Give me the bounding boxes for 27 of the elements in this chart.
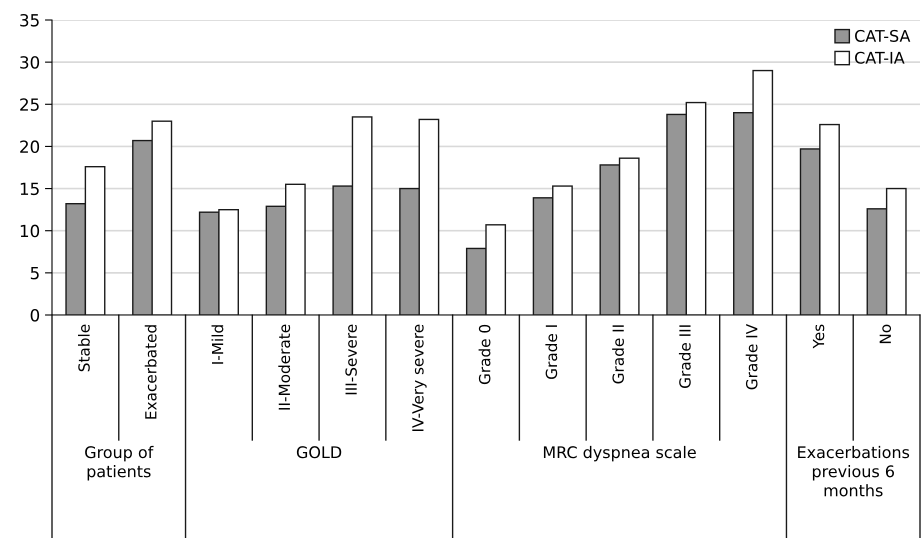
x-tick-label: Grade I [545,325,558,379]
y-tick-label: 15 [20,182,39,196]
text: MRC dyspnea scale [544,446,696,462]
x-tick-label: Exacerbated [144,325,157,419]
y-tick-label: 20 [20,140,40,153]
y-tick-label: 25 [20,98,39,111]
x-tick-label: Grade III [678,325,691,388]
x-tick-label: IV-Very severe [412,324,427,432]
x-tick-label: Grade 0 [478,324,490,384]
x-tick-label: Stable [78,324,90,372]
legend-label: CAT-SA [855,30,910,42]
y-tick-label: 0 [30,308,40,322]
x-tick-label: Grade IV [746,324,758,390]
x-tick-label: No [880,324,892,344]
y-tick-label: 5 [30,267,39,280]
x-tick-label: III-Severe [345,324,357,394]
x-tick-label: II-Moderate [278,324,290,410]
text: GOLD [296,446,342,458]
text: Exacerbations previous 6 months [798,446,910,496]
text: Group of patients [85,446,154,480]
x-tick-label: Yes [812,324,824,349]
x-tick-label: Grade II [612,325,624,384]
legend-label: CAT-IA [855,52,905,64]
y-tick-label: 10 [20,224,40,238]
y-tick-label: 30 [20,56,40,69]
x-tick-label: I-Mild [212,325,224,364]
y-tick-label: 35 [20,14,39,27]
